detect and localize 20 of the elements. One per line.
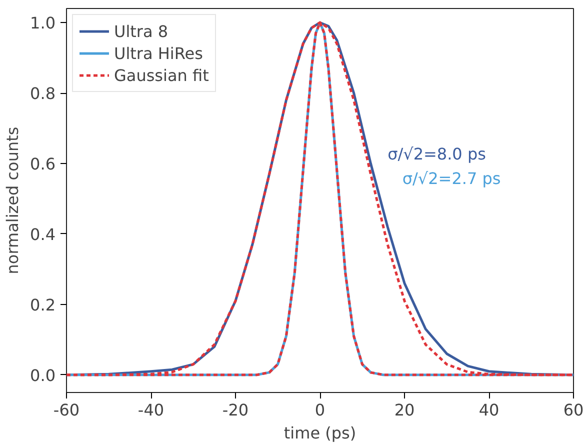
x-tick-label: 20 (394, 400, 415, 420)
y-tick-label: 0.4 (30, 224, 56, 244)
y-tick-label: 0.0 (30, 366, 56, 385)
y-tick-label: 0.8 (30, 84, 56, 104)
x-axis-title: time (ps) (284, 424, 356, 442)
annotation: σ/√2=8.0 ps (388, 144, 486, 164)
y-tick-label: 1.0 (30, 14, 56, 33)
legend-label: Ultra HiRes (114, 44, 203, 62)
x-tick-label: 0 (314, 400, 326, 420)
y-tick-label: 0.6 (30, 154, 56, 174)
y-tick-label: 0.2 (30, 295, 56, 314)
y-axis-title: normalized counts (3, 126, 22, 274)
x-tick-label: 40 (478, 400, 500, 420)
x-tick-label: -40 (138, 400, 164, 420)
annotation: σ/√2=2.7 ps (402, 169, 501, 188)
x-tick-label: -60 (53, 400, 80, 420)
x-tick-label: -20 (222, 400, 249, 420)
legend-label: Gaussian fit (114, 66, 209, 84)
x-tick-label: 60 (563, 400, 584, 420)
legend-label: Ultra 8 (114, 22, 168, 40)
